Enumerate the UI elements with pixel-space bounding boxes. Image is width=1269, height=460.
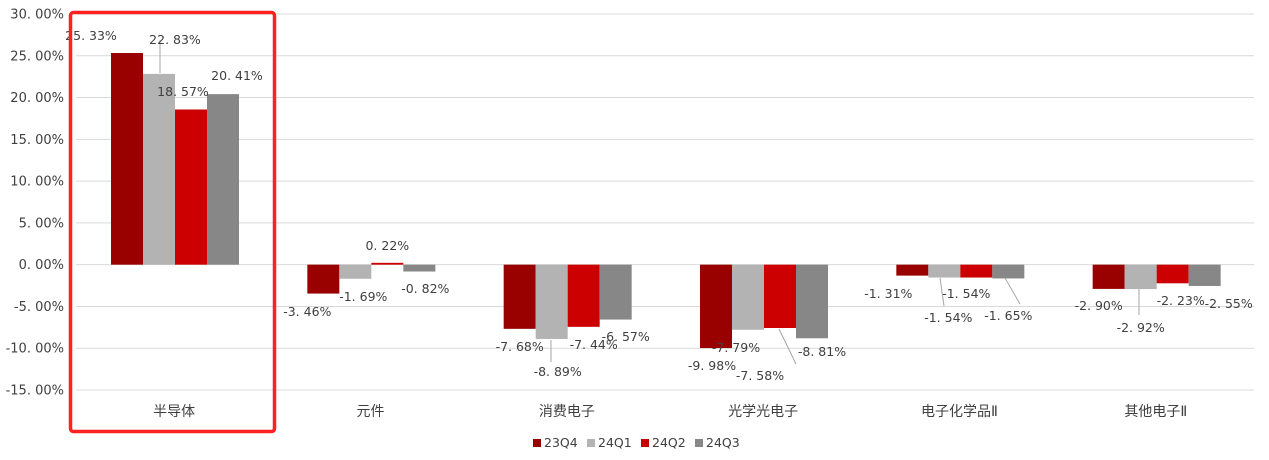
- bar: [503, 264, 536, 329]
- highlight-rectangle: [68, 10, 277, 434]
- y-tick-label: 30. 00%: [10, 8, 64, 23]
- x-category-label: 电子化学品Ⅱ: [921, 404, 998, 420]
- data-label: -3. 46%: [283, 304, 331, 319]
- data-label: -8. 81%: [798, 344, 846, 359]
- bar: [111, 53, 143, 265]
- y-tick-label: 15. 00%: [10, 133, 64, 148]
- legend-label: 24Q1: [598, 435, 632, 450]
- y-tick-label: 5. 00%: [19, 216, 64, 231]
- y-tick-label: -5. 00%: [14, 300, 64, 315]
- legend-label: 23Q4: [544, 435, 578, 450]
- data-label: -6. 57%: [602, 329, 650, 344]
- y-tick-label: -15. 00%: [6, 384, 64, 399]
- bar: [896, 264, 929, 276]
- legend: 23Q4 24Q1 24Q2 24Q3: [533, 435, 740, 450]
- data-label: -2. 92%: [1117, 320, 1165, 335]
- bar: [535, 264, 568, 339]
- data-label: 22. 83%: [149, 32, 201, 47]
- bar: [928, 264, 961, 278]
- data-label: -2. 90%: [1075, 298, 1123, 313]
- leader-line: [778, 328, 797, 365]
- legend-label: 24Q3: [706, 435, 740, 450]
- highlight-box: [68, 10, 277, 434]
- data-label: -7. 58%: [736, 368, 784, 383]
- data-label: -0. 82%: [401, 281, 449, 296]
- bar: [403, 264, 436, 272]
- data-label: 18. 57%: [157, 84, 209, 99]
- data-label: 0. 22%: [365, 238, 409, 253]
- bar: [599, 264, 632, 320]
- legend-swatch: [587, 439, 595, 447]
- bar: [143, 73, 175, 265]
- data-label: -1. 31%: [864, 286, 912, 301]
- bar: [1092, 264, 1125, 289]
- x-category-label: 半导体: [153, 404, 195, 420]
- x-axis: 半导体 元件 消费电子 光学光电子 电子化学品Ⅱ 其他电子Ⅱ: [153, 404, 1187, 420]
- data-labels: 25. 33% 22. 83% 18. 57%20. 41% -3. 46% -1. 6…: [65, 28, 1253, 383]
- legend-swatch: [641, 439, 649, 447]
- data-label: -9. 98%: [688, 358, 736, 373]
- data-label: -7. 68%: [496, 339, 544, 354]
- bar: [796, 264, 828, 339]
- data-label: -1. 54%: [924, 310, 972, 325]
- bar: [1124, 264, 1157, 290]
- legend-swatch: [695, 439, 703, 447]
- bar: [700, 264, 732, 349]
- legend-swatch: [533, 439, 541, 447]
- bar: [339, 264, 372, 279]
- data-label: 20. 41%: [211, 68, 263, 83]
- label-leader-lines: [159, 40, 1140, 365]
- leader-line: [939, 277, 945, 307]
- bar: [307, 264, 340, 294]
- x-category-label: 光学光电子: [728, 404, 798, 420]
- data-label: -1. 54%: [942, 286, 990, 301]
- x-category-label: 消费电子: [539, 404, 595, 420]
- y-tick-label: 10. 00%: [10, 175, 64, 190]
- bar: [960, 264, 993, 278]
- data-label: -2. 55%: [1205, 296, 1253, 311]
- bar: [732, 264, 764, 330]
- bar: [1188, 264, 1221, 286]
- bar: [1156, 264, 1189, 284]
- data-label: -8. 89%: [534, 364, 582, 379]
- y-tick-label: 0. 00%: [19, 258, 64, 273]
- gridlines: [76, 13, 1254, 391]
- y-tick-label: -10. 00%: [6, 342, 64, 357]
- y-tick-label: 25. 00%: [10, 49, 64, 64]
- y-tick-label: 20. 00%: [10, 91, 64, 106]
- y-axis: 30. 00% 25. 00% 20. 00% 15. 00% 10. 00% 5. 00…: [6, 8, 64, 399]
- legend-label: 24Q2: [652, 435, 686, 450]
- bar: [207, 94, 239, 265]
- data-label: 25. 33%: [65, 28, 117, 43]
- bar: [175, 109, 207, 265]
- bar: [764, 264, 796, 329]
- data-label: -7. 79%: [712, 340, 760, 355]
- data-label: -7. 44%: [570, 337, 618, 352]
- data-label: -1. 69%: [339, 289, 387, 304]
- bar: [371, 262, 404, 265]
- data-label: -2. 23%: [1157, 293, 1205, 308]
- bars: [111, 53, 1221, 349]
- bar: [567, 264, 600, 327]
- x-category-label: 元件: [357, 404, 385, 420]
- leader-line: [1004, 277, 1021, 305]
- data-label: -1. 65%: [984, 308, 1032, 323]
- x-category-label: 其他电子Ⅱ: [1124, 404, 1187, 420]
- bar: [992, 264, 1025, 279]
